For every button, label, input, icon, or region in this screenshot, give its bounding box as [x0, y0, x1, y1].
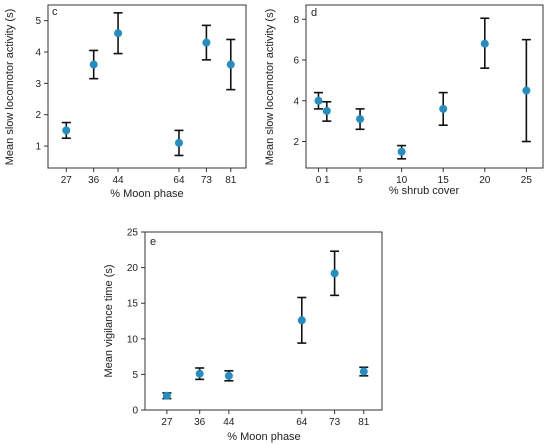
panel-d-xtick-label-1: 1	[324, 175, 330, 186]
panel-c-ytick-label-3: 4	[35, 48, 41, 59]
panel-c-data-point-4	[202, 38, 211, 47]
panel-e-xtick-label-4: 73	[329, 417, 341, 428]
panel-e-label: e	[150, 236, 156, 248]
panel-e-xtick-label-5: 81	[358, 417, 370, 428]
panel-d-label: d	[311, 7, 317, 19]
panel-d-data-point-1	[322, 106, 331, 115]
panel-c-data-point-5	[226, 60, 235, 69]
panel-d-data-point-0	[314, 96, 323, 105]
panel-e-xtick-label-1: 36	[194, 417, 206, 428]
panel-d-frame	[305, 4, 544, 169]
panel-d-ytick-label-1: 4	[293, 96, 299, 107]
panel-c-xtick-label-0: 27	[61, 175, 73, 186]
panel-c-ytick-label-1: 2	[35, 110, 41, 121]
panel-e-data-point-5	[359, 367, 368, 376]
panel-e-data-point-2	[224, 371, 233, 380]
panel-c-data-point-0	[62, 126, 71, 135]
panel-e-ytick-label-4: 20	[127, 263, 139, 274]
panel-d-data-point-4	[439, 104, 448, 113]
panel-e-xtick-label-2: 44	[223, 417, 235, 428]
panel-e-data-point-1	[195, 369, 204, 378]
panel-c: c % Moon phase Mean slow locomotor activ…	[4, 4, 247, 200]
panel-c-frame	[47, 4, 247, 169]
panel-d-ytick-label-3: 8	[293, 15, 299, 26]
panel-d-ytick-label-0: 2	[293, 137, 299, 148]
panel-d: d % shrub cover Mean slow locomotor acti…	[264, 4, 544, 197]
panel-c-xtick-label-1: 36	[88, 175, 100, 186]
panel-c-ytick-label-4: 5	[35, 16, 41, 27]
panel-c-data-point-3	[174, 138, 183, 147]
panel-c-ytick-label-0: 1	[35, 142, 41, 153]
panel-d-xtick-label-3: 10	[396, 175, 408, 186]
panel-c-ylabel: Mean slow locomotor activity (s)	[4, 9, 16, 166]
panel-d-xtick-label-2: 5	[357, 175, 363, 186]
panel-d-data-point-3	[397, 147, 406, 156]
panel-c-data-point-2	[114, 29, 123, 38]
panel-d-data-point-6	[522, 86, 531, 95]
panel-d-data-point-5	[480, 39, 489, 48]
panel-c-xtick-label-4: 73	[201, 175, 213, 186]
panel-e-data-point-4	[330, 269, 339, 278]
panel-e-ytick-label-1: 5	[132, 370, 138, 381]
panel-e-data-point-3	[297, 316, 306, 325]
panel-c-data-point-1	[89, 60, 98, 69]
panel-e-frame	[144, 231, 383, 411]
panel-c-label: c	[52, 6, 58, 18]
panel-e-ytick-label-2: 10	[127, 334, 139, 345]
panel-c-ytick-label-2: 3	[35, 79, 41, 90]
panel-d-xtick-label-0: 0	[316, 175, 322, 186]
panel-d-xtick-label-6: 25	[521, 175, 533, 186]
panel-d-ylabel: Mean slow locomotor activity (s)	[264, 9, 276, 166]
panel-e-data-point-0	[162, 391, 171, 400]
panel-d-ytick-label-2: 6	[293, 56, 299, 67]
panel-e-xtick-label-0: 27	[161, 417, 173, 428]
panel-c-xtick-label-5: 81	[225, 175, 237, 186]
panel-e-ytick-label-3: 15	[127, 299, 139, 310]
panel-e-xtick-label-3: 64	[296, 417, 308, 428]
panel-c-xtick-label-2: 44	[112, 175, 124, 186]
panel-e-ylabel: Mean vigilance time (s)	[103, 264, 115, 377]
panel-c-xlabel: % Moon phase	[110, 188, 183, 200]
panel-e-ytick-label-0: 0	[132, 406, 138, 417]
panel-d-xlabel: % shrub cover	[389, 185, 460, 197]
panel-e-xlabel: % Moon phase	[227, 431, 300, 443]
panel-d-data-point-2	[356, 115, 365, 124]
panel-d-xtick-label-5: 20	[479, 175, 491, 186]
panel-e: e % Moon phase Mean vigilance time (s) 2…	[103, 228, 383, 443]
panel-c-xtick-label-3: 64	[173, 175, 185, 186]
panel-e-ytick-label-5: 25	[127, 228, 139, 239]
panel-d-xtick-label-4: 15	[438, 175, 450, 186]
